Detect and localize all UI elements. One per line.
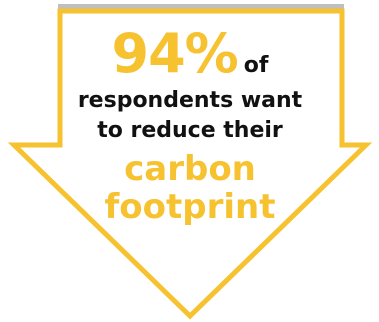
arrow-outline [7, 8, 373, 320]
text-line-reduce: to reduce their [97, 118, 283, 143]
grey-top-bar [58, 4, 344, 11]
stat-suffix: of [243, 53, 269, 78]
text-line-respondents: respondents want [77, 88, 303, 113]
percentage-stat: 94% [111, 22, 239, 85]
text-line-footprint: footprint [104, 187, 276, 227]
text-line-carbon: carbon [124, 149, 256, 189]
headline: 94% of [60, 27, 320, 81]
